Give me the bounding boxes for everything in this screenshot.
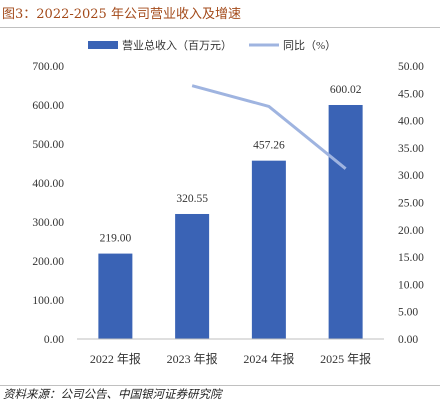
left-tick-label: 500.00	[32, 139, 64, 151]
bar-series: 219.00 320.55 457.26 600.02	[98, 84, 363, 339]
right-tick-label: 10.00	[398, 279, 424, 291]
chart-title: 图3：2022-2025 年公司营业收入及增速	[0, 4, 440, 26]
x-tick-label: 2024 年报	[243, 351, 294, 366]
left-axis: 0.00 100.00 200.00 300.00 400.00 500.00 600.00…	[32, 61, 64, 346]
right-tick-label: 15.00	[398, 252, 424, 264]
right-tick-label: 25.00	[398, 198, 424, 210]
source-note: 资料来源：公司公告、中国银河证券研究院	[3, 387, 222, 401]
title-divider	[0, 27, 440, 28]
x-axis: 2022 年报 2023 年报 2024 年报 2025 年报	[90, 351, 371, 366]
legend-bar-swatch	[88, 41, 118, 49]
right-tick-label: 0.00	[398, 334, 418, 346]
revenue-growth-chart: 营业总收入（百万元） 同比（%） 0.00 100.00 200.00 300.00 4…	[32, 38, 424, 366]
legend-bar-label: 营业总收入（百万元）	[122, 38, 232, 52]
x-tick-label: 2025 年报	[320, 351, 371, 366]
right-tick-label: 5.00	[398, 307, 418, 319]
left-tick-label: 700.00	[32, 61, 64, 73]
legend-line-label: 同比（%）	[283, 39, 336, 52]
legend: 营业总收入（百万元） 同比（%）	[88, 38, 336, 52]
right-tick-label: 40.00	[398, 116, 424, 128]
right-axis: 0.00 5.00 10.00 15.00 20.00 25.00 30.00 35.00 40…	[398, 61, 424, 346]
left-tick-label: 400.00	[32, 178, 64, 190]
right-tick-label: 30.00	[398, 170, 424, 182]
right-tick-label: 45.00	[398, 88, 424, 100]
x-tick-label: 2023 年报	[167, 351, 218, 366]
left-tick-label: 100.00	[32, 295, 64, 307]
bar	[175, 213, 210, 339]
growth-line	[191, 84, 347, 170]
bar-value-label: 320.55	[176, 193, 208, 205]
left-tick-label: 300.00	[32, 217, 64, 229]
left-tick-label: 600.00	[32, 100, 64, 112]
bar	[251, 160, 286, 339]
right-tick-label: 20.00	[398, 225, 424, 237]
x-tick-label: 2022 年报	[90, 351, 141, 366]
footer-divider	[0, 385, 440, 386]
right-tick-label: 50.00	[398, 61, 424, 73]
left-tick-label: 0.00	[44, 334, 64, 346]
bar-value-label: 457.26	[253, 140, 285, 152]
line-series	[191, 84, 347, 170]
bar	[328, 104, 363, 339]
right-tick-label: 35.00	[398, 143, 424, 155]
left-tick-label: 200.00	[32, 256, 64, 268]
bar-value-label: 600.02	[330, 84, 362, 96]
bar-value-label: 219.00	[100, 233, 132, 245]
bar	[98, 253, 133, 339]
